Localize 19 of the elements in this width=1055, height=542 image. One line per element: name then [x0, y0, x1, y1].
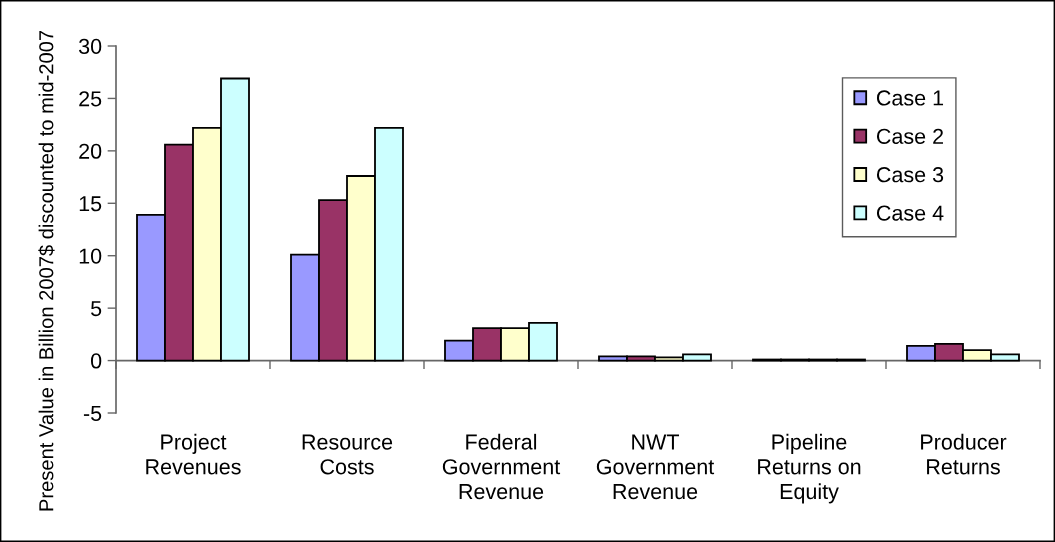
y-tick-label: -5: [83, 405, 102, 422]
x-tick-label: Resource Costs: [302, 434, 393, 475]
y-axis-title: Present Value in Billion 2007$ discounted to mid-2007: [38, 30, 55, 511]
y-tick-label: 25: [79, 91, 102, 107]
x-tick-label: Producer Returns: [921, 433, 1007, 475]
y-tick-label: 20: [79, 143, 102, 159]
legend-label: Case 3: [876, 167, 944, 183]
y-tick-label: 0: [90, 353, 102, 369]
legend-label: Case 2: [876, 128, 943, 144]
legend-label: Case 4: [876, 205, 944, 221]
x-tick-label: NWT Government Revenue: [596, 434, 715, 500]
y-tick-label: 15: [79, 196, 102, 212]
y-tick-label: 30: [78, 38, 102, 55]
x-tick-label: Federal Government Revenue: [442, 433, 561, 500]
y-tick-label: 5: [91, 301, 102, 317]
x-tick-label: Pipeline Returns on Equity: [758, 433, 861, 504]
x-tick-label: Project Revenues: [146, 433, 241, 475]
legend-label: Case 1: [876, 90, 944, 106]
y-tick-label: 10: [79, 248, 102, 264]
